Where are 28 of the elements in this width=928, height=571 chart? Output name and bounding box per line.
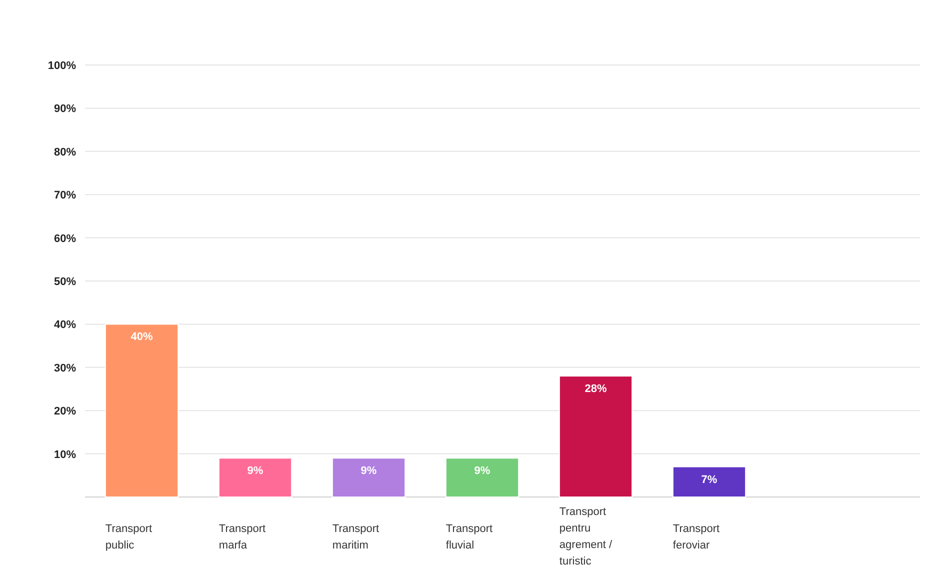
y-tick-label: 100% xyxy=(48,60,76,72)
bar xyxy=(445,458,520,498)
bar xyxy=(332,458,406,498)
data-label: 9% xyxy=(360,465,377,478)
y-tick-label: 80% xyxy=(54,146,76,158)
x-tick-label: Transport pentru agrement / turistic xyxy=(559,506,613,568)
data-label: 40% xyxy=(130,331,153,344)
x-tick-label: Transport marfa xyxy=(218,523,266,552)
x-tick-label: Transport public xyxy=(105,523,152,552)
data-label: 7% xyxy=(701,474,718,486)
y-tick-label: 90% xyxy=(54,103,76,116)
y-tick-label: 40% xyxy=(54,319,76,332)
data-label: 9% xyxy=(474,465,490,478)
y-tick-label: 70% xyxy=(54,190,76,202)
y-tick-label: 60% xyxy=(54,232,76,245)
x-tick-label: Transport feroviar xyxy=(672,523,720,552)
x-tick-label: Transport maritim xyxy=(332,523,380,552)
y-tick-label: 10% xyxy=(54,448,76,461)
x-tick-label: Transport fluvial xyxy=(446,523,493,552)
bar xyxy=(218,458,292,498)
bar xyxy=(558,376,633,498)
data-label: 9% xyxy=(247,465,264,478)
data-label: 28% xyxy=(584,383,607,396)
bar xyxy=(672,466,746,498)
y-tick-label: 20% xyxy=(54,406,76,418)
bar xyxy=(104,324,179,498)
y-tick-label: 50% xyxy=(54,276,76,288)
y-tick-label: 30% xyxy=(54,362,76,374)
